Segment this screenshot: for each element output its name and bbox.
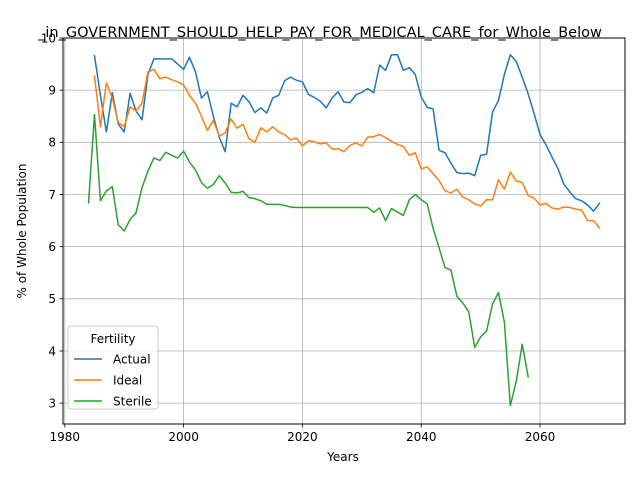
- x-tick-label: 2040: [406, 430, 437, 444]
- y-axis-label: % of Whole Population: [15, 164, 29, 299]
- x-axis-label: Years: [326, 450, 359, 464]
- x-tick-label: 1980: [50, 430, 81, 444]
- y-tick-label: 6: [48, 240, 56, 254]
- series-line-ideal: [93, 68, 601, 229]
- series-line-actual: [93, 53, 601, 212]
- x-tick-label: 2060: [525, 430, 556, 444]
- legend: Fertility Actual Ideal Sterile: [67, 325, 159, 410]
- x-tick-label: 2020: [287, 430, 318, 444]
- chart-title: _in_GOVERNMENT_SHOULD_HELP_PAY_FOR_MEDIC…: [37, 25, 602, 41]
- x-axis-ticks: 1980 2000 2020 2040 2060: [50, 424, 556, 444]
- legend-title: Fertility: [90, 332, 135, 346]
- y-tick-label: 5: [48, 292, 56, 306]
- y-tick-label: 10: [41, 31, 56, 45]
- grid-lines: [63, 37, 625, 424]
- legend-label-actual: Actual: [113, 352, 151, 366]
- y-axis-ticks: 3 4 5 6 7 8 9 10: [41, 31, 63, 410]
- y-tick-label: 4: [48, 344, 56, 358]
- y-tick-label: 7: [48, 188, 56, 202]
- y-tick-label: 9: [48, 83, 56, 97]
- series-line-sterile: [87, 113, 530, 407]
- legend-label-ideal: Ideal: [113, 373, 142, 387]
- y-tick-label: 8: [48, 136, 56, 150]
- legend-box: [67, 325, 159, 410]
- legend-label-sterile: Sterile: [113, 394, 152, 408]
- plot-lines: [87, 53, 601, 407]
- legend-items: Actual Ideal Sterile: [74, 352, 152, 408]
- y-tick-label: 3: [48, 396, 56, 410]
- x-tick-label: 2000: [168, 430, 199, 444]
- axes-frame: [62, 37, 626, 425]
